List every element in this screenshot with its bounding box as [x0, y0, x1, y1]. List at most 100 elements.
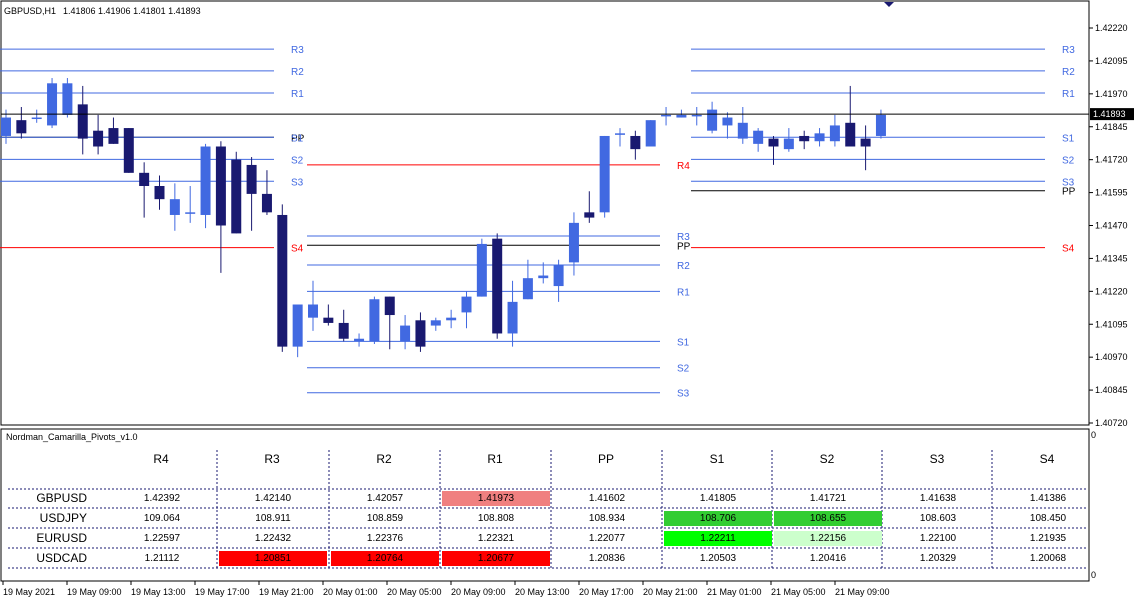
current-price-box — [1090, 108, 1134, 121]
candle-body[interactable] — [31, 117, 42, 120]
x-tick-label: 20 May 17:00 — [579, 587, 634, 597]
candle-body[interactable] — [553, 265, 564, 287]
pivot-level-label: S1 — [291, 133, 304, 144]
y-tick-label: 1.41970 — [1095, 89, 1128, 99]
candle-body[interactable] — [1, 117, 11, 136]
x-tick-label: 19 May 13:00 — [131, 587, 186, 597]
candle-body[interactable] — [215, 146, 226, 226]
pivot-level-label: R4 — [677, 161, 690, 172]
candle-body[interactable] — [799, 135, 810, 142]
candle-body[interactable] — [400, 325, 411, 342]
candle-body[interactable] — [476, 243, 487, 297]
candle-body[interactable] — [599, 135, 610, 213]
x-tick-label: 20 May 21:00 — [643, 587, 698, 597]
pivot-level-label: S2 — [291, 155, 304, 166]
candle-body[interactable] — [829, 125, 840, 142]
pivot-level-label: R2 — [677, 261, 690, 272]
x-tick-label: 21 May 05:00 — [771, 587, 826, 597]
chart-shift-marker[interactable] — [884, 2, 894, 7]
main-chart-frame — [0, 0, 1090, 426]
candle-body[interactable] — [139, 172, 150, 186]
candle-body[interactable] — [323, 317, 334, 323]
pivot-level-label: S1 — [677, 337, 690, 348]
pivot-level-label: R3 — [677, 232, 690, 243]
y-tick-label: 1.41220 — [1095, 286, 1128, 296]
candle-body[interactable] — [661, 114, 672, 117]
candle-body[interactable] — [231, 159, 242, 234]
candle-body[interactable] — [753, 130, 764, 144]
candle-body[interactable] — [430, 320, 441, 326]
candle-body[interactable] — [676, 114, 687, 118]
candle-body[interactable] — [16, 120, 27, 134]
candle-body[interactable] — [584, 212, 595, 218]
indicator-axis-top: 0 — [1091, 430, 1096, 440]
candle-body[interactable] — [154, 186, 165, 200]
candle-body[interactable] — [722, 117, 733, 126]
candle-body[interactable] — [875, 114, 886, 136]
candle-body[interactable] — [814, 133, 825, 142]
candle-body[interactable] — [261, 193, 272, 213]
candle-body[interactable] — [123, 128, 134, 173]
pivot-level-label: PP — [677, 241, 691, 252]
candle-body[interactable] — [47, 83, 58, 126]
candle-body[interactable] — [185, 212, 196, 214]
candle-body[interactable] — [783, 138, 794, 150]
candle-body[interactable] — [630, 135, 641, 150]
pivot-level-label: R3 — [291, 45, 304, 56]
candle-body[interactable] — [707, 109, 718, 131]
candle-body[interactable] — [845, 122, 856, 147]
candle-body[interactable] — [691, 114, 702, 117]
candle-body[interactable] — [169, 199, 180, 215]
pivot-level-label: S1 — [1062, 133, 1075, 144]
candle-body[interactable] — [768, 138, 779, 147]
pivot-level-label: R2 — [291, 67, 304, 78]
candle-body[interactable] — [369, 299, 380, 342]
candle-body[interactable] — [338, 322, 349, 339]
y-tick-label: 1.42095 — [1095, 56, 1128, 66]
candle-body[interactable] — [615, 133, 625, 135]
x-tick-label: 20 May 01:00 — [323, 587, 378, 597]
candle-body[interactable] — [354, 338, 365, 342]
candle-body[interactable] — [522, 278, 533, 300]
y-tick-label: 1.41845 — [1095, 122, 1128, 132]
candle-body[interactable] — [246, 164, 257, 194]
candle-body[interactable] — [860, 138, 871, 147]
candle-body[interactable] — [568, 222, 579, 263]
indicator-axis-bottom: 0 — [1091, 570, 1096, 580]
pivot-level-label: R2 — [1062, 67, 1075, 78]
candle-body[interactable] — [308, 304, 318, 318]
candle-body[interactable] — [507, 301, 518, 334]
pivot-level-label: R1 — [677, 287, 690, 298]
y-tick-label: 1.40970 — [1095, 352, 1128, 362]
candle-body[interactable] — [277, 214, 288, 347]
pivot-level-label: S3 — [1062, 177, 1075, 188]
candle-body[interactable] — [93, 130, 104, 147]
pivot-level-label: S4 — [291, 244, 304, 255]
pivot-level-label: S2 — [1062, 155, 1075, 166]
current-price-label: 1.41893 — [1093, 109, 1126, 119]
candle-body[interactable] — [446, 317, 457, 321]
candle-body[interactable] — [62, 83, 73, 115]
x-tick-label: 19 May 2021 — [3, 587, 55, 597]
x-tick-label: 19 May 09:00 — [67, 587, 122, 597]
header-symbol: GBPUSD,H1 — [4, 6, 56, 16]
candle-body[interactable] — [737, 122, 748, 139]
candle-body[interactable] — [538, 275, 549, 279]
candle-body[interactable] — [461, 296, 472, 313]
candle-body[interactable] — [415, 320, 426, 347]
candle-body[interactable] — [645, 120, 656, 147]
pivot-level-label: PP — [1062, 187, 1076, 198]
candle-body[interactable] — [492, 238, 503, 334]
candle-body[interactable] — [292, 304, 303, 347]
y-tick-label: 1.41470 — [1095, 221, 1128, 231]
candle-body[interactable] — [77, 104, 88, 139]
x-tick-label: 19 May 17:00 — [195, 587, 250, 597]
pivot-level-label: PP — [291, 133, 305, 144]
candle-body[interactable] — [200, 146, 211, 215]
candle-body[interactable] — [108, 128, 119, 144]
candle-body[interactable] — [384, 296, 395, 316]
x-tick-label: 20 May 05:00 — [387, 587, 442, 597]
x-tick-label: 20 May 09:00 — [451, 587, 506, 597]
y-tick-label: 1.42220 — [1095, 23, 1128, 33]
